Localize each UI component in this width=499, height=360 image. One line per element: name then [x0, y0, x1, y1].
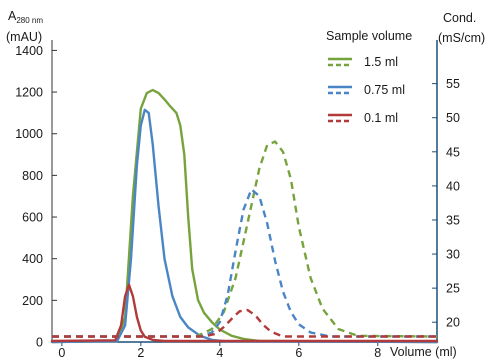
- y-left-axis-title-main: A: [8, 9, 17, 23]
- conductivity-line-5: [52, 308, 437, 338]
- y-left-axis-title: A280 nm (mAU): [6, 9, 43, 44]
- legend-label: 0.1 ml: [364, 111, 398, 125]
- y-left-tick-label: 600: [22, 211, 43, 225]
- y-left-tick-label: 800: [22, 169, 43, 183]
- chart-marks: 0200400600800100012001400202530354045505…: [15, 44, 460, 360]
- y-right-tick-label: 50: [446, 111, 460, 125]
- y-left-tick-label: 1000: [15, 127, 43, 141]
- x-tick-label: 8: [374, 346, 381, 360]
- conductivity-line-3: [52, 140, 438, 338]
- y-left-axis-title-sub: 280 nm: [16, 16, 43, 25]
- y-left-axis-unit: (mAU): [6, 30, 42, 44]
- y-right-axis-title: Cond. (mS/cm): [438, 11, 485, 45]
- y-left-tick-label: 400: [22, 252, 43, 266]
- y-right-tick-label: 45: [446, 145, 460, 159]
- y-right-axis-unit: (mS/cm): [438, 31, 485, 45]
- absorbance-line-1: [50, 108, 439, 344]
- y-left-tick-label: 1200: [15, 86, 43, 100]
- x-tick-label: 6: [295, 346, 302, 360]
- x-tick-label: 2: [137, 346, 144, 360]
- y-left-tick-label: 200: [22, 294, 43, 308]
- y-right-tick-label: 30: [446, 248, 460, 262]
- y-left-tick-label: 1400: [15, 44, 43, 58]
- x-tick-label: 0: [58, 346, 65, 360]
- y-right-tick-label: 20: [446, 316, 460, 330]
- y-right-axis-title-main: Cond.: [443, 11, 476, 25]
- y-right-tick-label: 40: [446, 179, 460, 193]
- legend-label: 1.5 ml: [364, 55, 398, 69]
- conductivity-line-4: [52, 188, 437, 338]
- x-axis-title: Volume (ml): [390, 345, 457, 359]
- x-tick-label: 4: [216, 346, 223, 360]
- y-right-tick-label: 25: [446, 282, 460, 296]
- y-left-tick-label: 0: [36, 336, 43, 350]
- svg-text:A280 nm: A280 nm: [8, 9, 43, 25]
- legend: Sample volume 1.5 ml 0.75 ml 0.1 ml: [326, 29, 412, 125]
- legend-label: 0.75 ml: [364, 83, 405, 97]
- absorbance-line-2: [50, 283, 439, 343]
- y-right-tick-label: 35: [446, 213, 460, 227]
- y-right-tick-label: 55: [446, 77, 460, 91]
- absorbance-line-0: [50, 88, 439, 344]
- legend-title: Sample volume: [326, 29, 412, 43]
